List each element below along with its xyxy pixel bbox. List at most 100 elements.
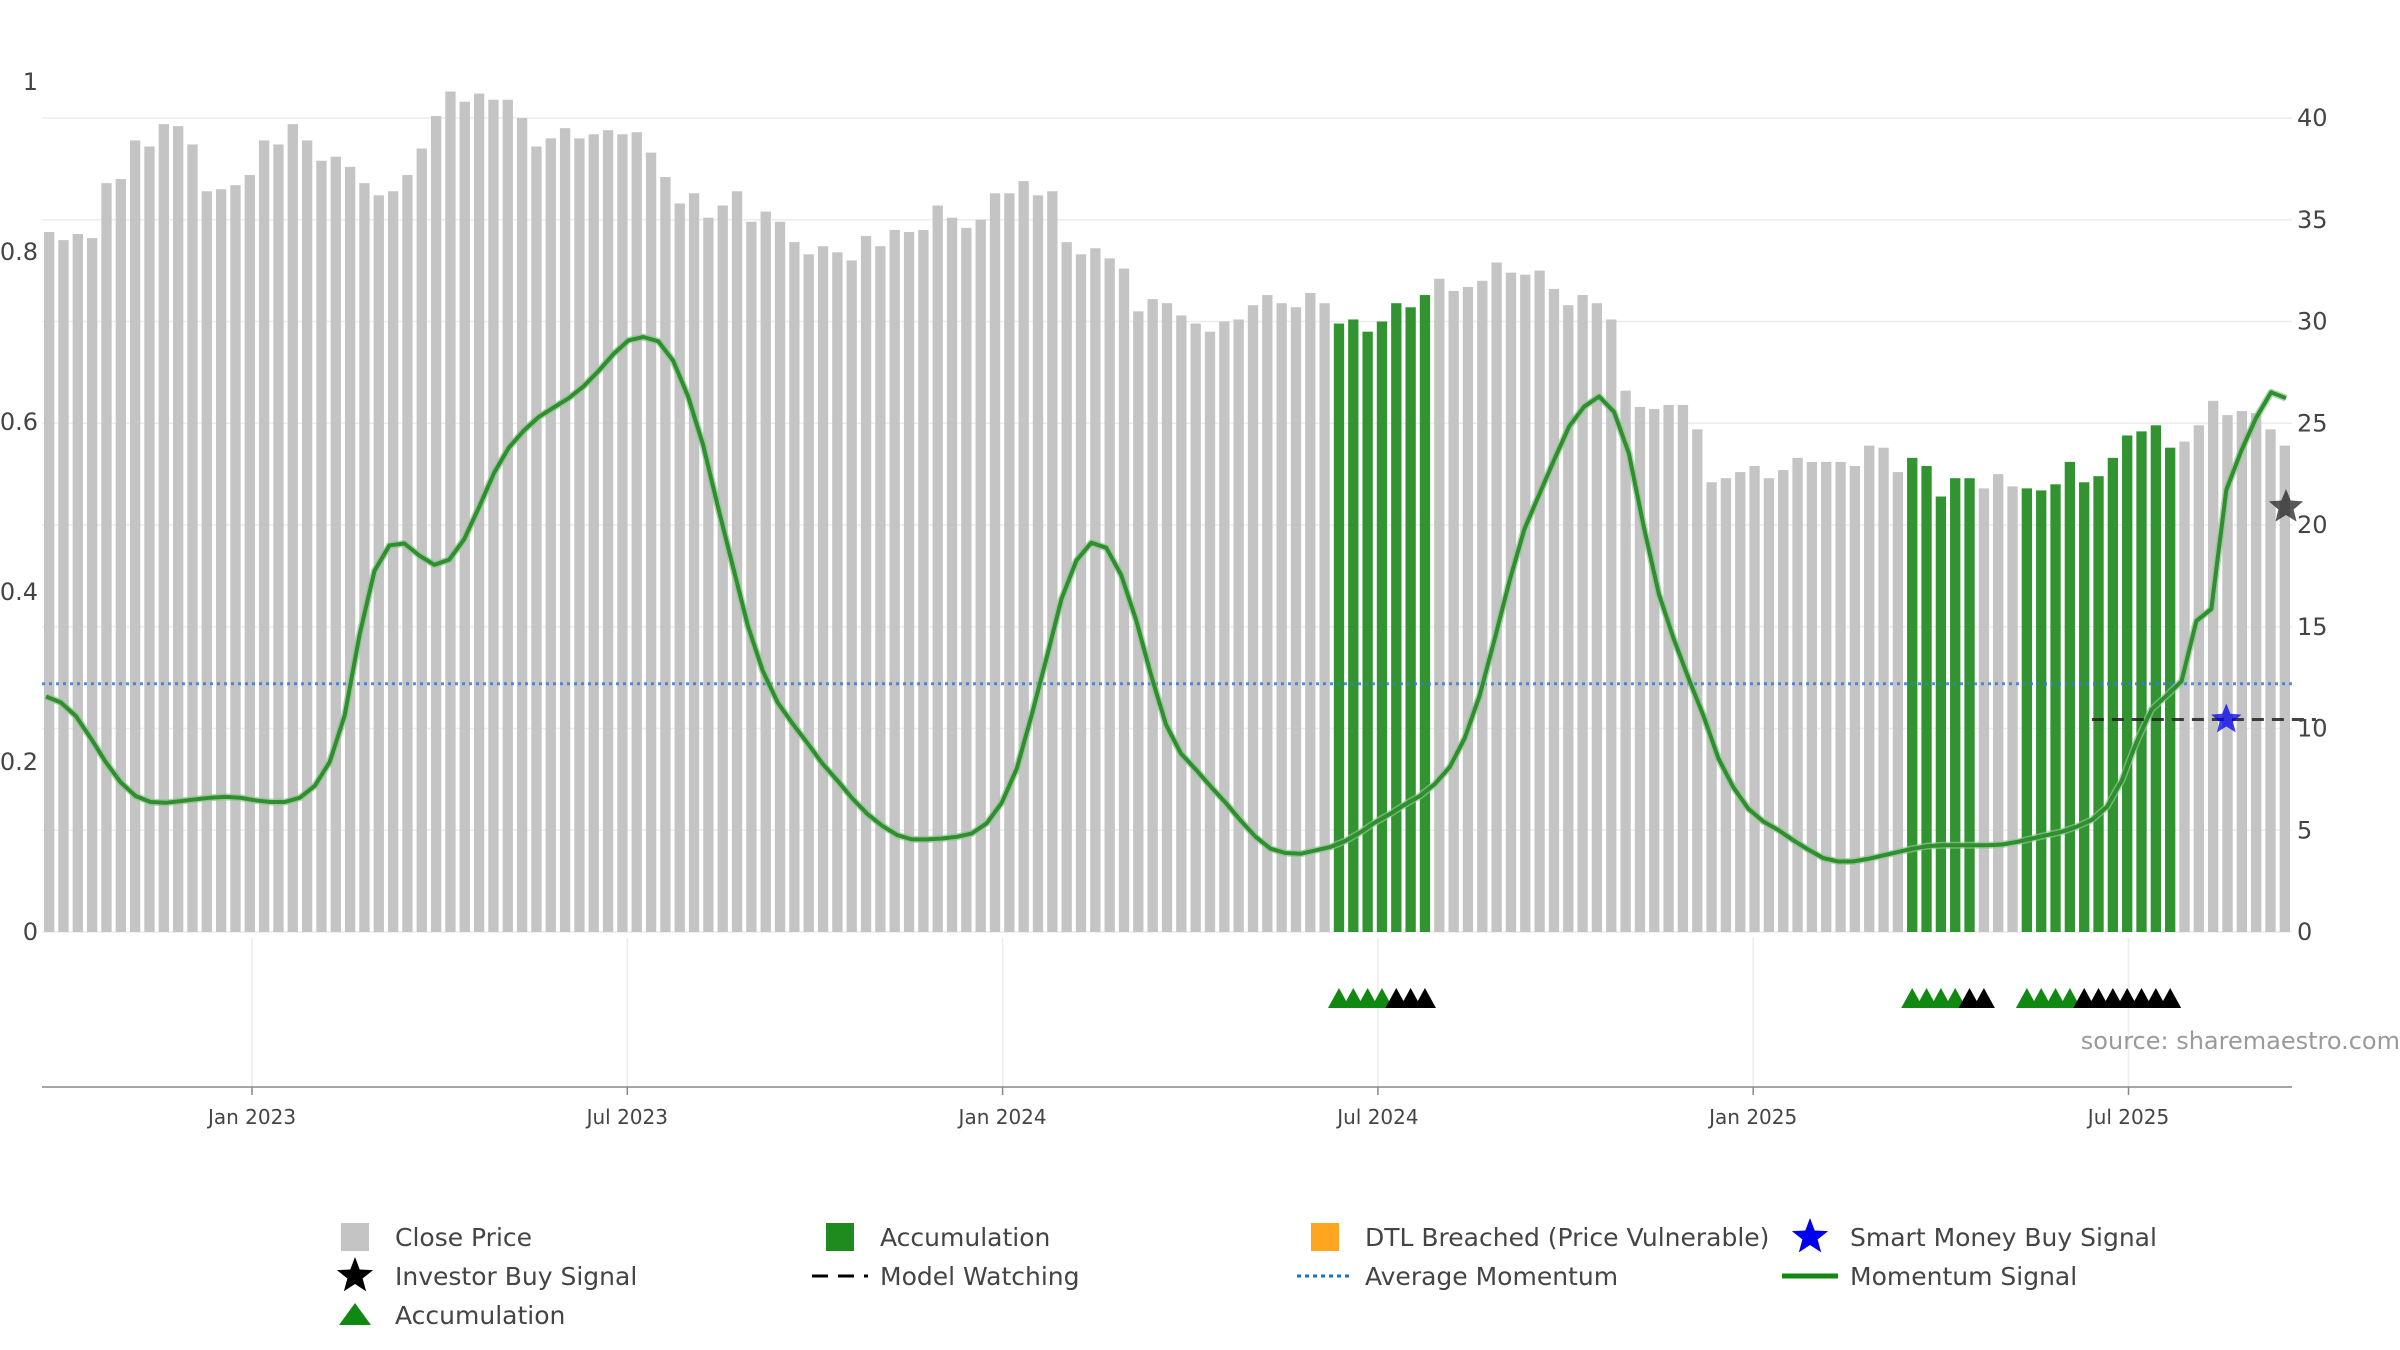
- accumulation-triangle: [1327, 988, 1350, 1008]
- left-axis-tick-label: 0.6: [0, 408, 38, 436]
- close-price-bar: [230, 185, 241, 932]
- close-price-bar: [2236, 411, 2247, 932]
- left-axis-tick-label: 0.8: [0, 238, 38, 266]
- close-price-bar: [502, 99, 513, 932]
- left-axis-tick-label: 0.4: [0, 578, 38, 606]
- close-price-bar: [1147, 299, 1158, 932]
- close-price-bar: [215, 189, 227, 933]
- accumulation-triangle: [1356, 988, 1379, 1008]
- close-price-bar: [545, 138, 556, 933]
- accumulation-bar: [2050, 484, 2061, 932]
- close-price-bar: [1892, 472, 1904, 932]
- close-price-bar: [617, 134, 628, 932]
- x-axis-tick-label: Jul 2024: [1335, 1105, 1418, 1129]
- close-price-bar: [172, 126, 184, 932]
- close-price-bar: [803, 254, 814, 933]
- accumulation-bar: [1964, 478, 1975, 932]
- close-price-bar: [846, 260, 857, 932]
- accumulation-bar: [1362, 331, 1373, 932]
- accumulation-bar: [1405, 307, 1416, 932]
- accumulation-bar: [2036, 490, 2047, 932]
- right-axis-tick-label: 20: [2297, 511, 2328, 539]
- investor-triangle: [2116, 988, 2139, 1008]
- close-price-bar: [1606, 319, 1617, 933]
- close-price-bar: [1075, 254, 1087, 933]
- close-price-bar: [588, 134, 599, 932]
- close-price-bar: [459, 101, 470, 933]
- accumulation-bar: [1391, 303, 1402, 932]
- accumulation-triangle: [1901, 988, 1924, 1008]
- investor-buy-star: [2268, 489, 2304, 522]
- left-axis-tick-label: 0.2: [0, 748, 38, 776]
- close-price-bar: [2251, 413, 2262, 932]
- right-axis-tick-label: 15: [2297, 613, 2328, 641]
- legend-label: Close Price: [395, 1223, 532, 1252]
- close-price-bar: [402, 174, 413, 933]
- accumulation-bar: [2079, 482, 2090, 932]
- close-price-bar: [574, 138, 585, 933]
- axes: 0 5 10 15 20 25 30 35 40 0 0.2 0.4 0.6 0.8 1 Jan 2023 Ju…: [0, 68, 2328, 1129]
- close-price-bar: [961, 227, 972, 932]
- close-price-bar: [889, 229, 900, 933]
- accumulation-bar: [1950, 478, 1961, 932]
- close-price-bar: [1276, 303, 1287, 932]
- legend-item: Momentum Signal: [1782, 1262, 2077, 1291]
- close-price-bar: [44, 231, 55, 932]
- close-price-bar: [531, 146, 542, 933]
- close-price-bar: [918, 229, 929, 933]
- close-price-bar: [301, 140, 313, 932]
- accumulation-bar: [2122, 435, 2133, 932]
- close-price-bar: [387, 191, 399, 932]
- close-price-bar: [1720, 478, 1732, 932]
- accumulation-bar: [1419, 295, 1431, 932]
- close-price-bar: [129, 140, 141, 932]
- close-price-bar: [1434, 278, 1445, 932]
- close-price-bar: [1849, 465, 1861, 932]
- close-price-bar: [1978, 488, 1990, 932]
- close-price-bar: [746, 221, 757, 932]
- close-price-bar: [258, 140, 270, 932]
- close-price-bar: [1706, 482, 1717, 932]
- investor-triangle: [2144, 988, 2167, 1008]
- close-price-bar: [774, 221, 786, 932]
- right-axis-tick-label: 25: [2297, 409, 2328, 437]
- close-price-bar: [2279, 445, 2290, 932]
- accumulation-bar: [2136, 431, 2147, 932]
- close-price-bar: [2222, 415, 2233, 932]
- signal-markers: [1327, 489, 2304, 1008]
- close-price-bar: [316, 160, 327, 933]
- close-price-bar: [87, 238, 98, 932]
- close-price-bar: [674, 203, 685, 933]
- indicator-lines: [42, 333, 2316, 865]
- close-price-bar: [2193, 425, 2205, 932]
- legend-label: Investor Buy Signal: [395, 1262, 637, 1291]
- x-axis-tick-label: Jul 2025: [2086, 1105, 2169, 1129]
- close-price-bar: [1520, 274, 1531, 932]
- legend-item: Investor Buy Signal: [336, 1257, 637, 1292]
- close-price-bar: [287, 124, 298, 933]
- close-price-bar: [1477, 280, 1488, 932]
- investor-triangle: [1972, 988, 1995, 1008]
- accumulation-triangle: [1915, 988, 1938, 1008]
- close-price-bar: [1749, 465, 1760, 932]
- close-price-bar: [1161, 303, 1173, 932]
- close-price-bar: [1104, 258, 1115, 932]
- legend-label: Model Watching: [880, 1262, 1080, 1291]
- legend-triangle-icon: [339, 1303, 371, 1325]
- close-price-bar: [1806, 461, 1818, 932]
- close-price-bar: [158, 124, 169, 933]
- close-price-bar: [72, 233, 83, 932]
- legend-label: DTL Breached (Price Vulnerable): [1365, 1223, 1769, 1252]
- legend-item: Smart Money Buy Signal: [1791, 1218, 2157, 1253]
- close-price-bar: [1190, 323, 1201, 932]
- close-price-bar: [703, 217, 714, 933]
- accumulation-triangle: [1929, 988, 1952, 1008]
- left-axis-tick-label: 0: [23, 918, 38, 946]
- close-price-bar: [1649, 409, 1660, 932]
- legend-star-icon: [336, 1257, 374, 1292]
- close-price-bar: [488, 99, 499, 932]
- accumulation-bar: [1348, 319, 1359, 933]
- close-price-bar: [445, 91, 456, 933]
- close-price-bar: [1004, 193, 1015, 933]
- close-price-bar: [115, 179, 126, 933]
